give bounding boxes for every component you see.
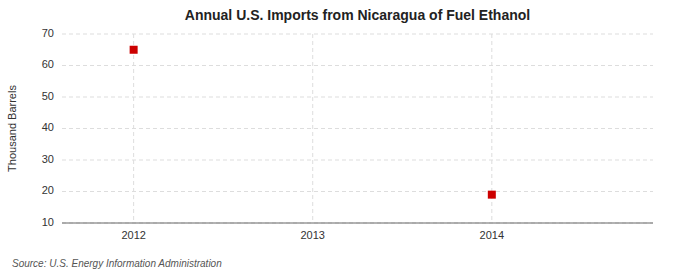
ticks: 2012 2013 2014 10 20 30 40 50 60 70 [42,27,504,241]
y-grid-line [62,65,653,66]
x-grid-line [312,34,313,223]
y-tick-label: 10 [42,216,54,228]
y-grid-line [62,223,653,224]
y-tick-label: 70 [42,27,54,39]
source-note: Source: U.S. Energy Information Administ… [12,258,222,269]
x-tick-label: 2014 [480,229,504,241]
data-point [130,46,138,54]
data-point [488,191,496,199]
y-tick-label: 40 [42,121,54,133]
y-tick-label: 60 [42,58,54,70]
x-grid-line [133,34,134,223]
y-axis-label: Thousand Barrels [6,85,18,172]
y-grid-line [62,128,653,129]
x-tick-label: 2012 [121,229,145,241]
x-tick-label: 2013 [300,229,324,241]
x-axis-line [62,223,653,224]
chart: 2012 2013 2014 10 20 30 40 50 60 70 Annual U.S. Im… [0,0,675,275]
y-tick-label: 50 [42,90,54,102]
y-grid-line [62,160,653,161]
y-tick-label: 20 [42,184,54,196]
grid [62,34,653,223]
y-grid-line [62,34,653,35]
y-grid-line [62,97,653,98]
points [130,46,496,199]
y-tick-label: 30 [42,153,54,165]
y-grid-line [62,191,653,192]
title: Annual U.S. Imports from Nicaragua of Fu… [185,7,530,23]
